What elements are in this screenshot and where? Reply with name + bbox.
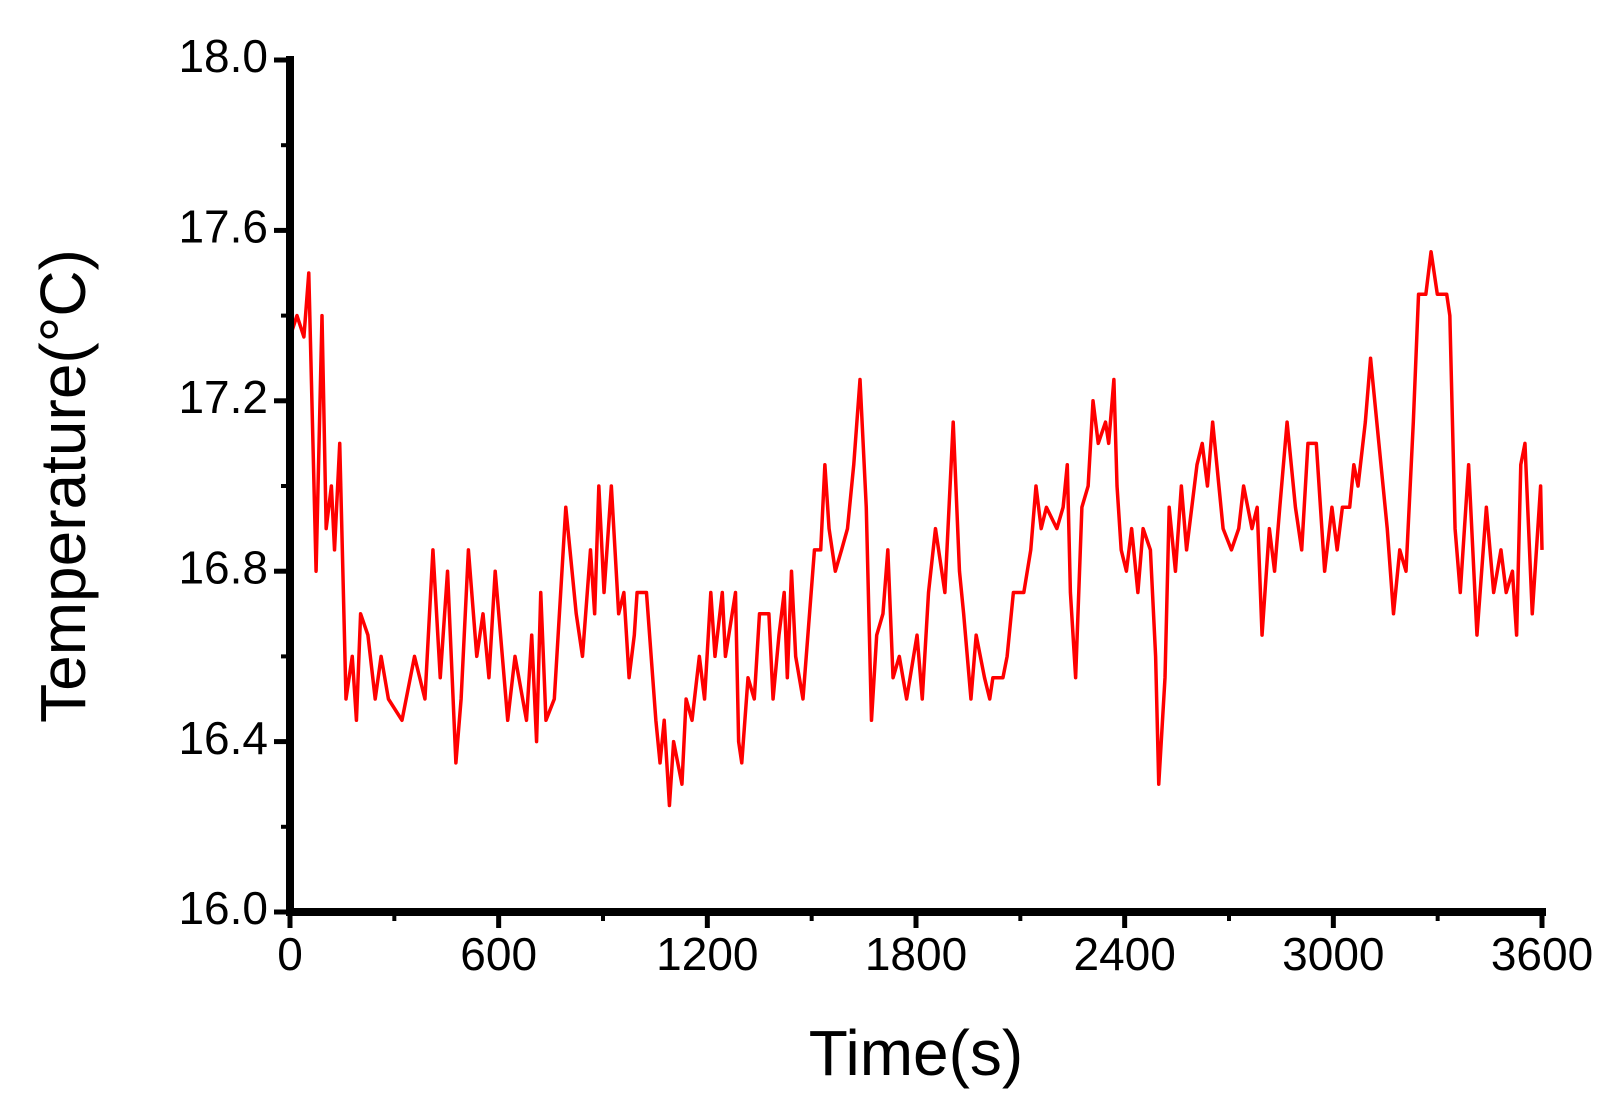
y-tick-label: 18.0 (178, 30, 268, 82)
x-tick-label: 0 (277, 928, 303, 980)
x-tick-label: 3000 (1282, 928, 1384, 980)
x-tick-label: 1800 (865, 928, 967, 980)
x-tick-label: 2400 (1073, 928, 1175, 980)
y-tick-label: 16.8 (178, 541, 268, 593)
y-tick-label: 17.6 (178, 201, 268, 253)
x-axis-title: Time(s) (809, 1017, 1023, 1089)
x-tick-label: 600 (460, 928, 537, 980)
y-tick-label: 17.2 (178, 371, 268, 423)
y-tick-label: 16.0 (178, 882, 268, 934)
x-tick-label: 3600 (1491, 928, 1593, 980)
y-tick-label: 16.4 (178, 712, 268, 764)
data-line (288, 249, 1544, 808)
y-axis-title: Temperature(°C) (27, 249, 99, 723)
x-tick-label: 1200 (656, 928, 758, 980)
